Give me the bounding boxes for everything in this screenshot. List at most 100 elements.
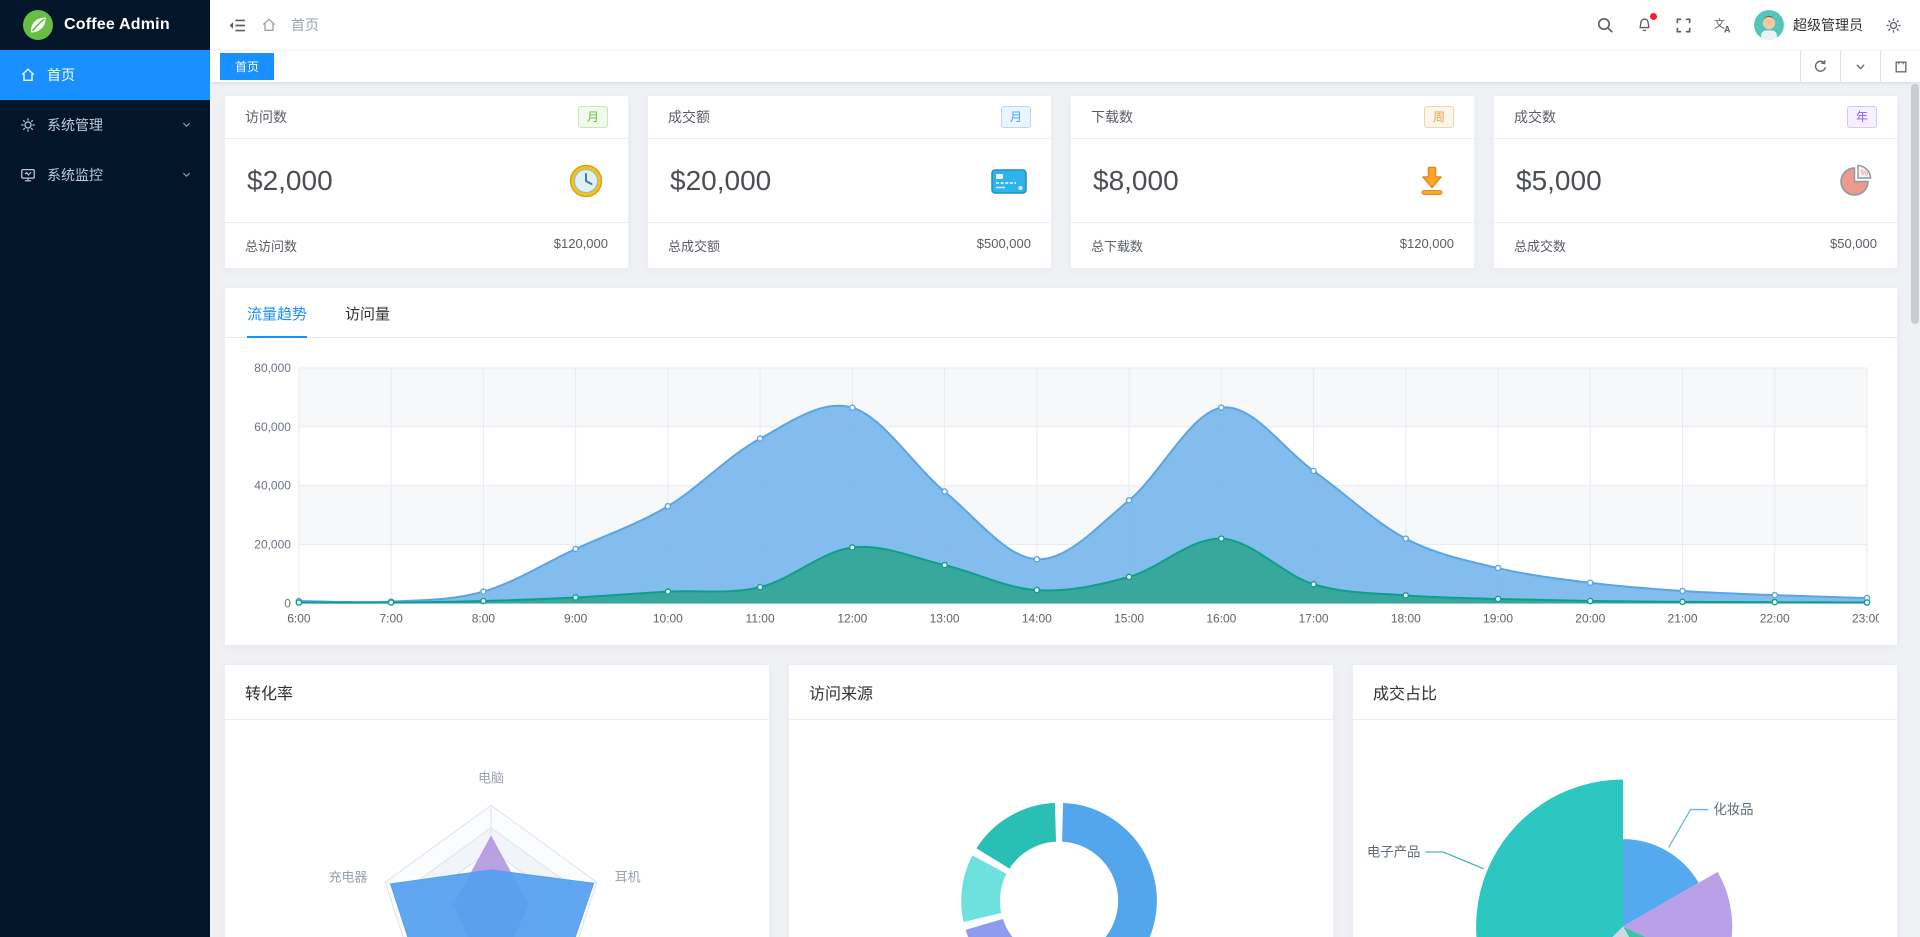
svg-text:40,000: 40,000 — [254, 479, 291, 493]
notification-dot — [1650, 12, 1657, 20]
stat-value: $20,000 — [670, 164, 772, 196]
stat-footer-label: 总成交额 — [668, 239, 721, 254]
stat-footer-value: $120,000 — [1399, 236, 1454, 251]
tab-traffic-trend[interactable]: 流量趋势 — [247, 303, 308, 338]
sidebar-item-home[interactable]: 首页 — [0, 50, 210, 100]
panel-title: 成交占比 — [1353, 665, 1897, 721]
home-icon — [20, 67, 36, 83]
tab-controls — [1800, 51, 1920, 82]
sidebar: Coffee Admin 首页 系统管理 — [0, 0, 210, 937]
svg-text:80,000: 80,000 — [254, 361, 291, 375]
period-badge: 月 — [577, 106, 608, 128]
stat-footer-value: $120,000 — [553, 236, 608, 251]
sidebar-item-label: 首页 — [47, 67, 75, 83]
avatar — [1754, 10, 1784, 40]
breadcrumb-home-icon[interactable] — [261, 17, 277, 33]
leaf-logo-icon — [22, 9, 54, 41]
stat-value: $8,000 — [1093, 164, 1179, 196]
period-badge: 年 — [1846, 106, 1877, 128]
maximize-icon[interactable] — [1880, 51, 1920, 82]
sidebar-collapse-icon[interactable] — [228, 16, 247, 35]
panel-title: 转化率 — [225, 665, 769, 721]
stat-title: 访问数 — [245, 109, 287, 125]
page-scrollbar — [1911, 84, 1919, 937]
settings-gear-icon[interactable] — [1885, 17, 1902, 34]
stat-footer-value: $500,000 — [976, 236, 1031, 251]
scrollbar-thumb[interactable] — [1911, 84, 1919, 324]
period-badge: 月 — [1000, 106, 1031, 128]
period-badge: 周 — [1423, 106, 1454, 128]
svg-text:20:00: 20:00 — [1575, 611, 1605, 625]
stat-title: 下载数 — [1091, 109, 1133, 125]
breadcrumb[interactable]: 首页 — [291, 17, 319, 33]
svg-text:9:00: 9:00 — [564, 611, 588, 625]
svg-text:电脑: 电脑 — [478, 771, 504, 786]
stat-footer-label: 总成交数 — [1514, 239, 1567, 254]
stat-cards-row: 访问数 月 $2,000 — [224, 95, 1898, 269]
stat-footer-label: 总访问数 — [245, 239, 298, 254]
notification-bell-icon[interactable] — [1636, 12, 1657, 34]
svg-text:化妆品: 化妆品 — [1713, 802, 1753, 817]
sidebar-item-label: 系统监控 — [47, 167, 103, 183]
page-content: 访问数 月 $2,000 — [210, 83, 1920, 937]
fullscreen-icon[interactable] — [1675, 17, 1692, 34]
sidebar-menu: 首页 系统管理 — [0, 50, 210, 200]
svg-text:15:00: 15:00 — [1114, 611, 1144, 625]
pie-percent-icon: % — [1835, 161, 1875, 201]
svg-text:10:00: 10:00 — [653, 611, 683, 625]
gear-icon — [20, 117, 36, 133]
download-icon — [1412, 161, 1452, 201]
stat-value: $5,000 — [1516, 164, 1602, 196]
tab-home[interactable]: 首页 — [220, 53, 275, 80]
svg-text:%: % — [1861, 167, 1869, 177]
credit-card-icon — [989, 161, 1029, 201]
traffic-area-chart: 0 20,000 40,000 60,000 80,000 6:00 7:00 8:00 9:0… — [254, 361, 1879, 625]
app-title: Coffee Admin — [64, 16, 170, 33]
svg-text:电子产品: 电子产品 — [1367, 845, 1421, 860]
user-menu[interactable]: 超级管理员 — [1754, 10, 1863, 40]
svg-text:6:00: 6:00 — [287, 611, 311, 625]
stat-footer-value: $50,000 — [1830, 236, 1877, 251]
visit-source-donut-chart — [958, 800, 1160, 937]
tab-dropdown-chevron-icon[interactable] — [1840, 51, 1880, 82]
page-tabs-bar: 首页 — [210, 50, 1920, 83]
svg-text:23:00: 23:00 — [1852, 611, 1879, 625]
svg-text:8:00: 8:00 — [472, 611, 496, 625]
sidebar-item-system-manage[interactable]: 系统管理 — [0, 100, 210, 150]
app-logo: Coffee Admin — [0, 0, 210, 50]
svg-text:14:00: 14:00 — [1022, 611, 1052, 625]
svg-text:60,000: 60,000 — [254, 420, 291, 434]
traffic-trend-card: 流量趋势 访问量 0 20,000 40,000 60,000 80,000 6:00 7:… — [224, 287, 1898, 647]
stat-card-deals: 成交数 年 $5,000 % — [1493, 95, 1898, 269]
bottom-panels-row: 转化率 电脑 耳机 充电器 访问来源 成交占比 化妆品电子产品 — [224, 664, 1898, 937]
tab-visit-volume[interactable]: 访问量 — [345, 306, 391, 323]
stat-card-turnover: 成交额 月 $20,000 — [647, 95, 1052, 269]
svg-text:19:00: 19:00 — [1483, 611, 1513, 625]
stat-title: 成交数 — [1514, 109, 1556, 125]
svg-text:A: A — [1724, 25, 1731, 35]
conversion-rate-panel: 转化率 电脑 耳机 充电器 — [224, 664, 770, 937]
svg-text:13:00: 13:00 — [930, 611, 960, 625]
sidebar-item-label: 系统管理 — [47, 117, 103, 133]
sidebar-item-system-monitor[interactable]: 系统监控 — [0, 150, 210, 200]
svg-text:12:00: 12:00 — [837, 611, 867, 625]
panel-title: 访问来源 — [789, 665, 1333, 721]
svg-text:17:00: 17:00 — [1299, 611, 1329, 625]
deal-share-panel: 成交占比 化妆品电子产品 — [1352, 664, 1898, 937]
svg-text:0: 0 — [284, 596, 291, 610]
username: 超级管理员 — [1793, 17, 1863, 33]
stat-card-visits: 访问数 月 $2,000 — [224, 95, 629, 269]
svg-text:20,000: 20,000 — [254, 538, 291, 552]
svg-text:22:00: 22:00 — [1760, 611, 1790, 625]
svg-text:7:00: 7:00 — [379, 611, 403, 625]
visit-source-panel: 访问来源 — [788, 664, 1334, 937]
search-icon[interactable] — [1596, 16, 1614, 34]
stat-footer-label: 总下载数 — [1091, 239, 1144, 254]
stat-title: 成交额 — [668, 109, 710, 125]
svg-text:16:00: 16:00 — [1206, 611, 1236, 625]
refresh-icon[interactable] — [1800, 51, 1840, 82]
